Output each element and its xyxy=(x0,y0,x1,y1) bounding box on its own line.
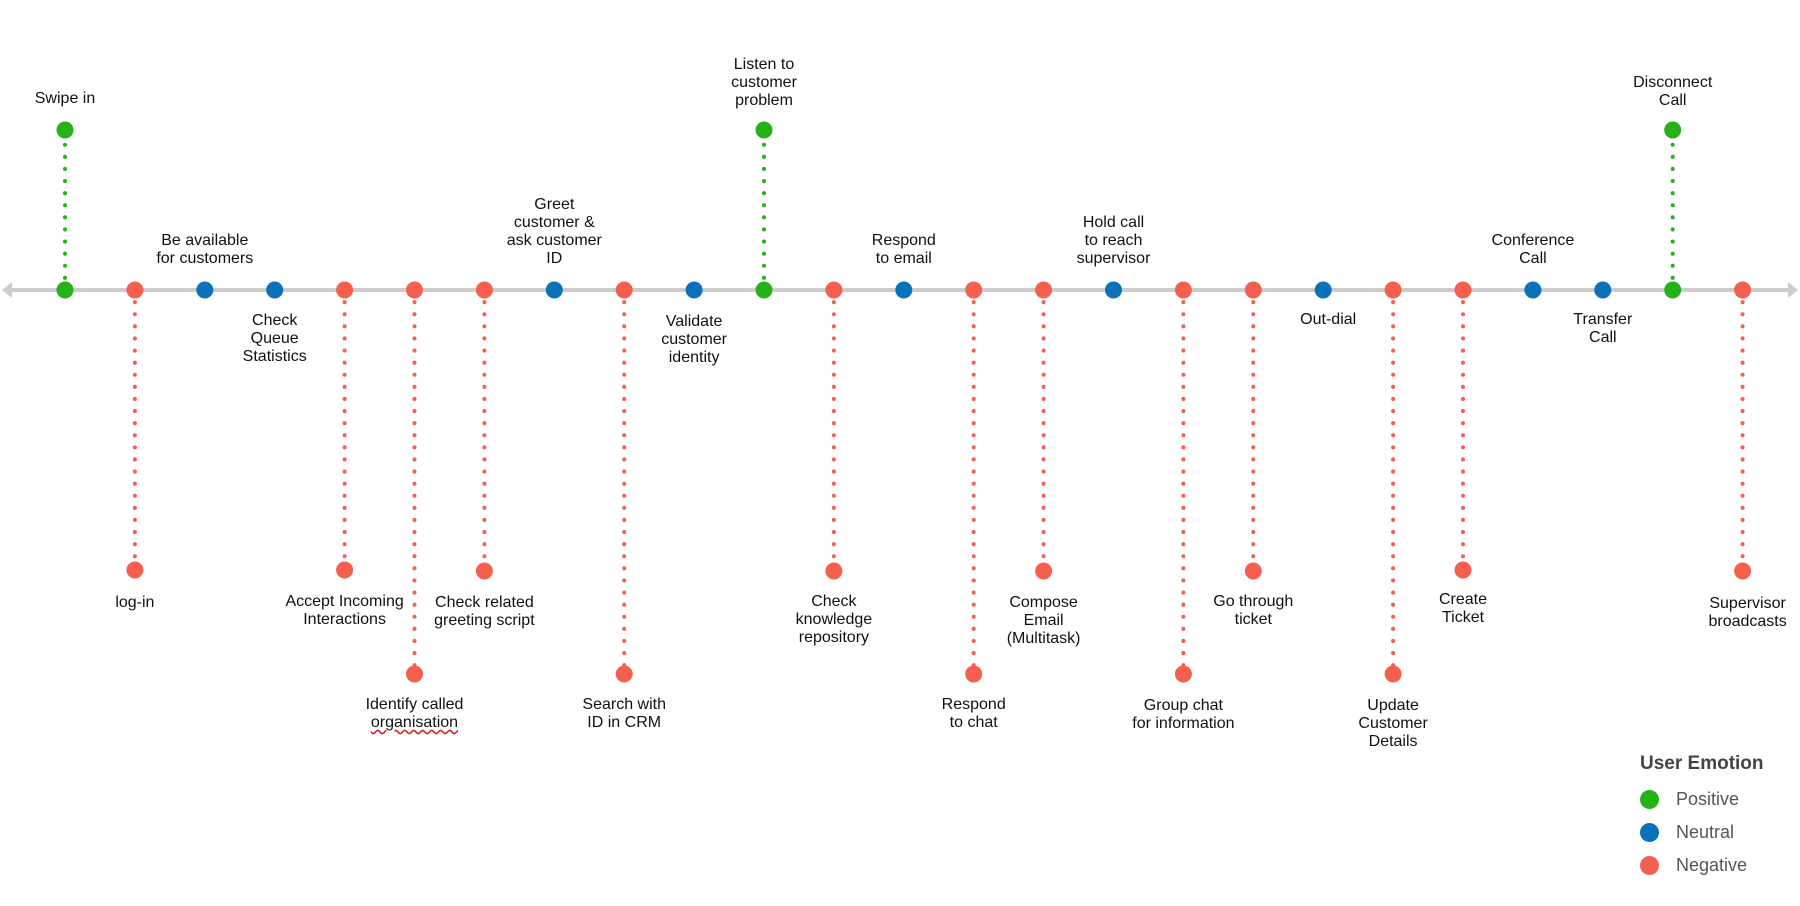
step-node-negative xyxy=(1454,281,1472,299)
step-node-neutral xyxy=(685,281,703,299)
step-label: Swipe in xyxy=(34,90,96,107)
step-node-negative xyxy=(126,281,144,299)
step-node-negative xyxy=(475,281,493,299)
step-label: Accept Incoming Interactions xyxy=(285,593,404,628)
spellcheck-underline: organisation xyxy=(370,714,459,731)
legend-item-positive: Positive xyxy=(1640,783,1764,816)
step-end-dot xyxy=(1035,562,1053,580)
step-end-dot xyxy=(615,665,633,683)
step-label: Respond to email xyxy=(871,232,936,267)
positive-dot-icon xyxy=(1640,790,1659,809)
step-node-positive xyxy=(56,281,74,299)
step-label: Compose Email (Multitask) xyxy=(1006,594,1081,647)
step-node-negative xyxy=(1035,281,1053,299)
step-end-dot xyxy=(56,121,74,139)
step-label: Check related greeting script xyxy=(434,594,535,629)
step-end-dot xyxy=(406,665,423,683)
step-node-negative xyxy=(825,281,843,299)
legend-label: Positive xyxy=(1676,789,1740,809)
step-end-dot xyxy=(126,561,144,579)
neutral-dot-icon xyxy=(1640,823,1659,842)
step-node-neutral xyxy=(1105,281,1122,299)
step-node-negative xyxy=(615,281,633,299)
step-label: Hold call to reach supervisor xyxy=(1076,214,1151,267)
step-node-neutral xyxy=(266,281,284,299)
step-label: Greet customer & ask customer ID xyxy=(506,196,602,267)
axis-right-arrow-icon xyxy=(1788,282,1798,298)
legend: User Emotion Positive Neutral Negative xyxy=(1640,753,1764,882)
step-node-negative xyxy=(1384,281,1402,299)
step-label: Validate customer identity xyxy=(661,313,727,366)
step-label: Out-dial xyxy=(1300,311,1357,328)
step-end-dot xyxy=(1174,665,1192,683)
step-end-dot xyxy=(1384,665,1402,683)
legend-item-neutral: Neutral xyxy=(1640,816,1764,849)
step-node-positive xyxy=(755,281,773,299)
step-label: Listen to customer problem xyxy=(731,56,797,109)
step-label: Go through ticket xyxy=(1213,593,1294,628)
step-label: Respond to chat xyxy=(941,696,1006,731)
step-node-negative xyxy=(406,281,423,299)
step-end-dot xyxy=(1244,562,1262,580)
step-node-negative xyxy=(1244,281,1262,299)
step-node-neutral xyxy=(895,281,913,299)
step-end-dot xyxy=(1664,121,1682,139)
step-label: Create Ticket xyxy=(1438,591,1488,626)
axis-left-arrow-icon xyxy=(2,282,12,298)
negative-dot-icon xyxy=(1640,856,1659,875)
step-label: Transfer Call xyxy=(1573,311,1633,346)
step-end-dot xyxy=(336,561,354,579)
step-label: Check Queue Statistics xyxy=(242,312,307,365)
legend-title: User Emotion xyxy=(1640,753,1764,774)
legend-label: Negative xyxy=(1676,855,1748,875)
step-node-neutral xyxy=(1594,281,1612,299)
step-node-neutral xyxy=(1314,281,1332,299)
step-label: log-in xyxy=(115,594,155,611)
step-label: Supervisor broadcasts xyxy=(1708,595,1787,630)
step-label: Group chat for information xyxy=(1132,697,1235,732)
step-end-dot xyxy=(755,121,773,139)
step-node-positive xyxy=(1664,281,1682,299)
step-node-negative xyxy=(336,281,354,299)
step-label: Conference Call xyxy=(1491,232,1575,267)
step-end-dot xyxy=(1734,562,1752,580)
step-label: Disconnect Call xyxy=(1633,74,1713,109)
step-node-neutral xyxy=(1524,281,1542,299)
step-node-neutral xyxy=(196,281,214,299)
step-node-neutral xyxy=(545,281,563,299)
step-label: Check knowledge repository xyxy=(795,593,873,646)
step-label: Update Customer Details xyxy=(1358,697,1428,750)
step-label: Be available for customers xyxy=(156,232,254,267)
step-label: Search with ID in CRM xyxy=(582,696,666,731)
step-label: Identify called organisation xyxy=(365,696,464,731)
step-node-negative xyxy=(1734,281,1752,299)
step-end-dot xyxy=(965,665,983,683)
step-end-dot xyxy=(475,562,493,580)
step-end-dot xyxy=(825,562,843,580)
step-node-negative xyxy=(1174,281,1192,299)
step-node-negative xyxy=(965,281,983,299)
legend-item-negative: Negative xyxy=(1640,849,1764,882)
step-end-dot xyxy=(1454,561,1472,579)
legend-label: Neutral xyxy=(1676,822,1735,842)
